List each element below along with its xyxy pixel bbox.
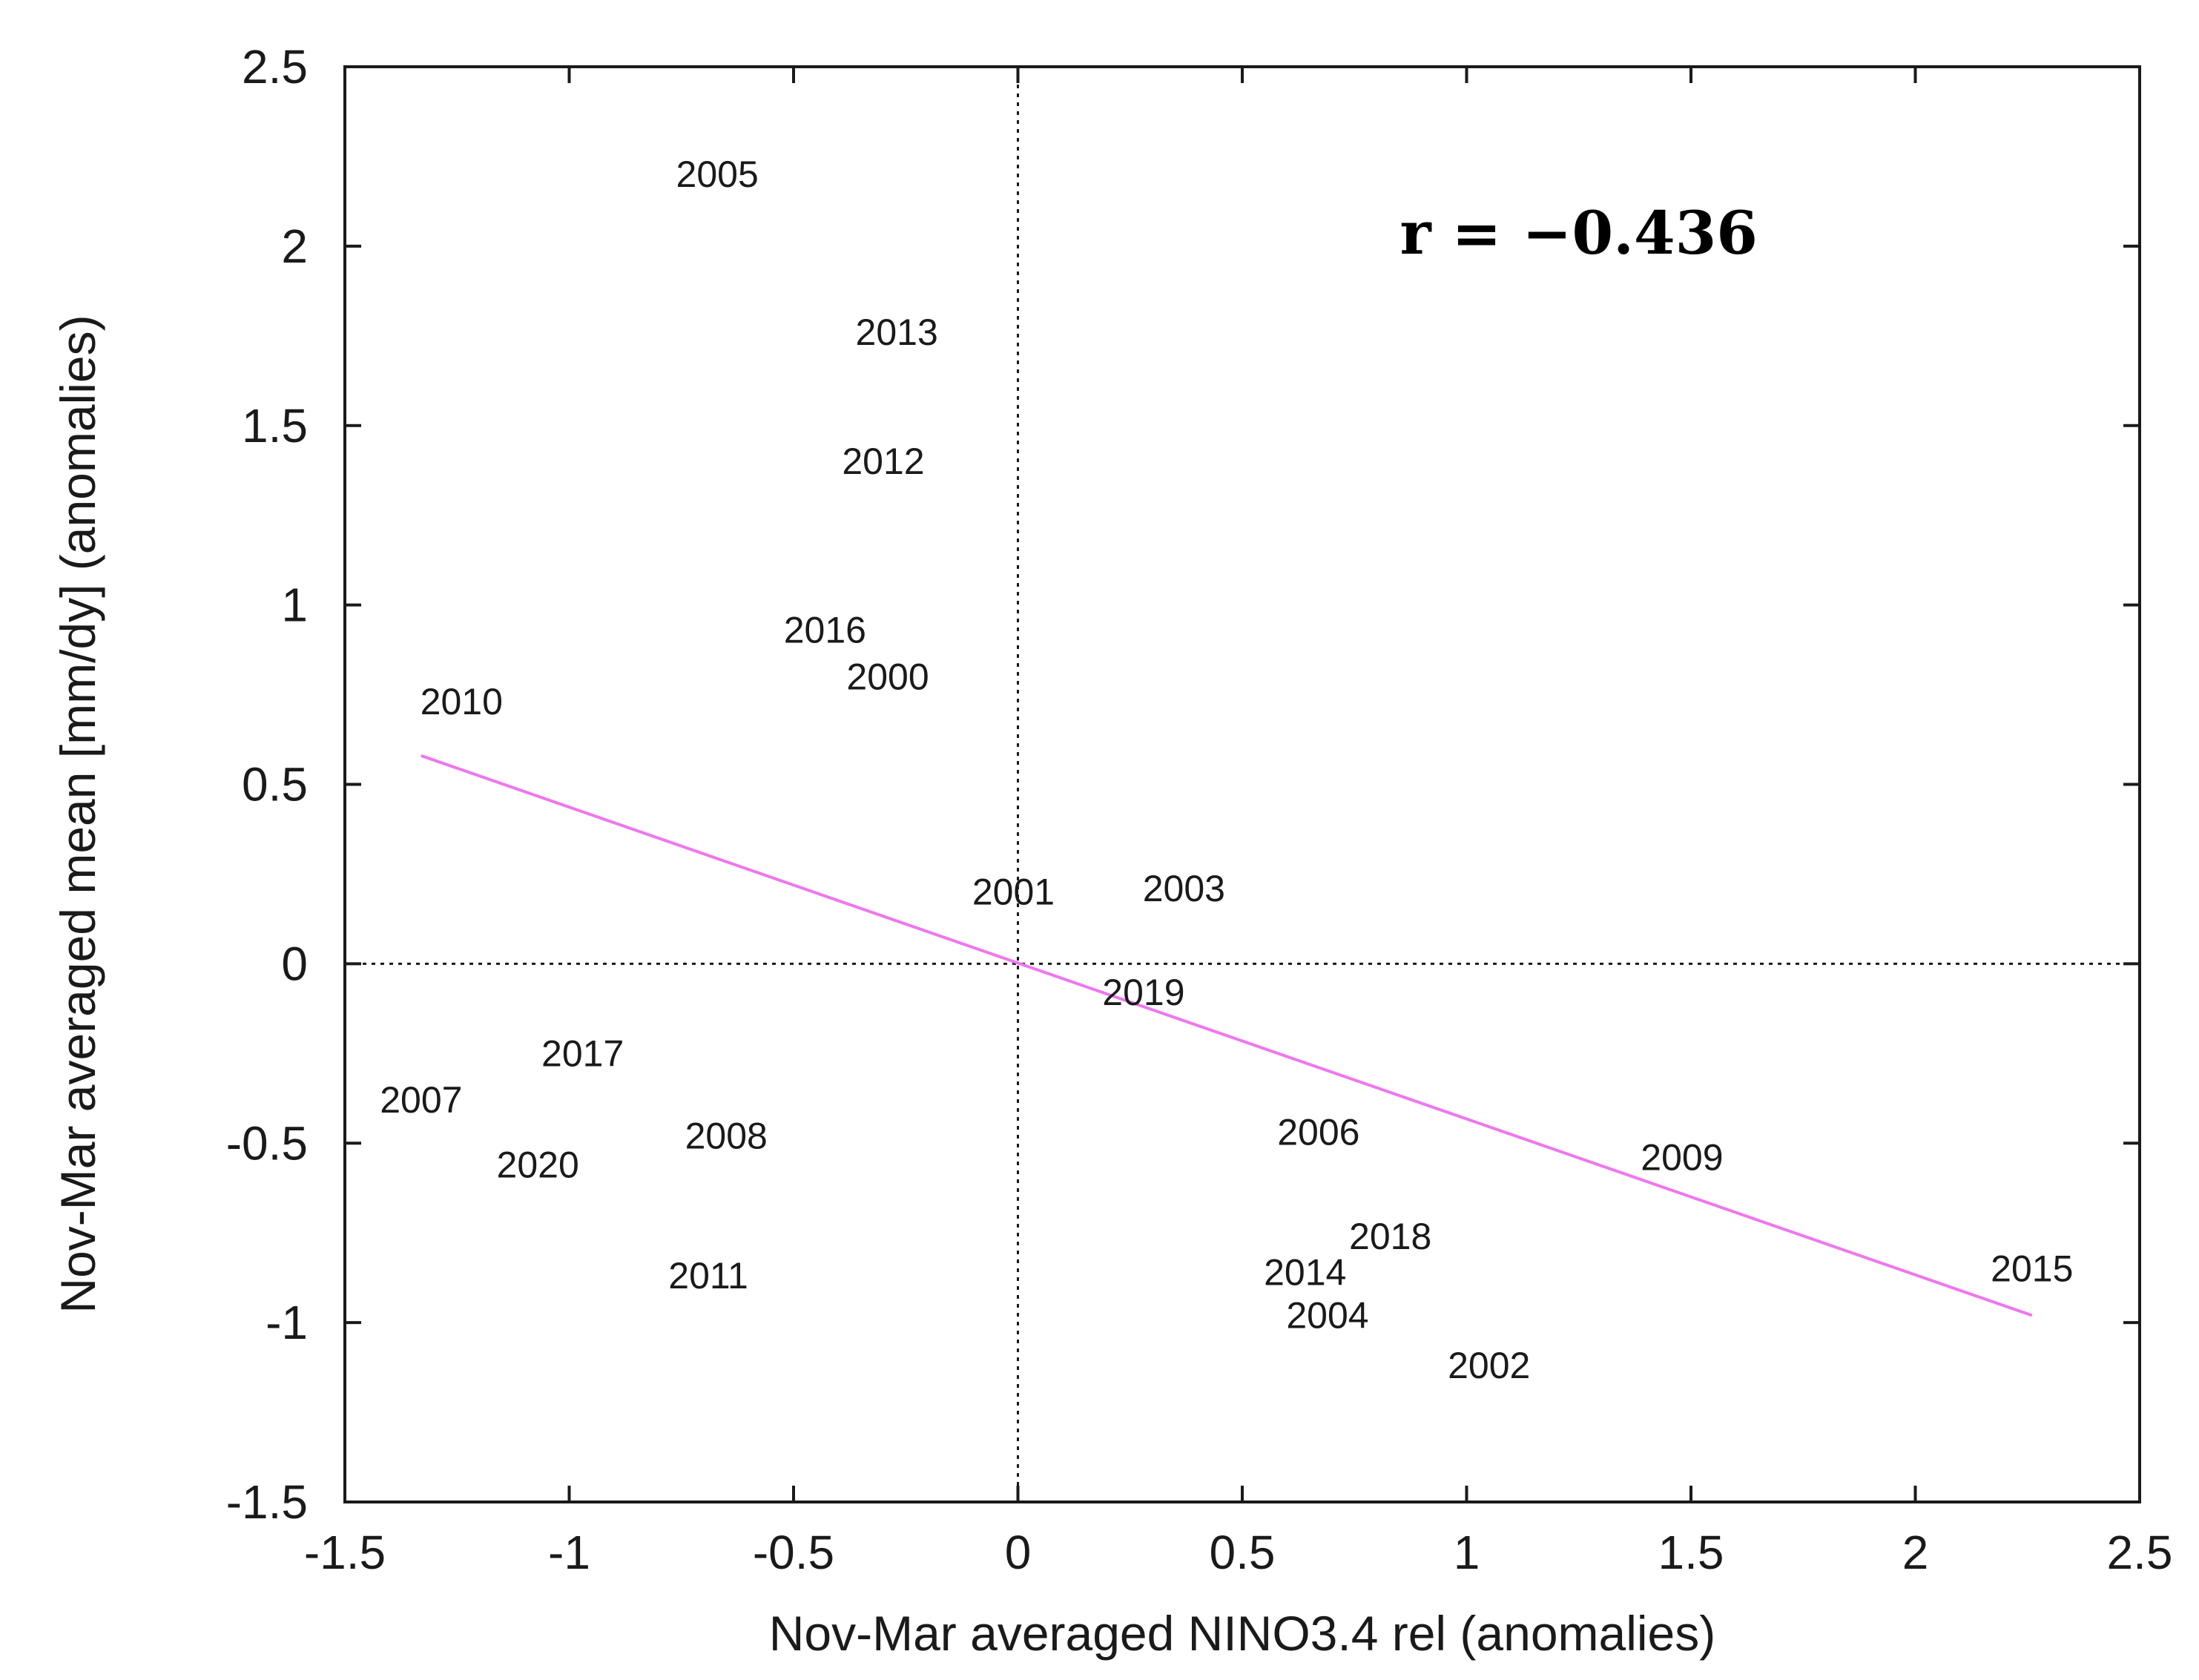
y-tick-labels: -1.5 -1 -0.5 0 0.5 1 1.5 2 2.5 <box>226 40 308 1529</box>
y-tick-label: -1.5 <box>226 1475 308 1529</box>
point-label: 2001 <box>972 872 1055 913</box>
y-tick-label: 0 <box>281 937 308 990</box>
point-label: 2011 <box>668 1255 748 1297</box>
y-tick-label: 2.5 <box>242 40 308 93</box>
point-label: 2005 <box>676 154 759 195</box>
y-tick-label: 1 <box>281 579 308 632</box>
point-label: 2015 <box>1991 1248 2073 1290</box>
x-tick-label: -1.5 <box>304 1526 386 1579</box>
year-labels: 2005 2013 2012 2016 2000 2010 2001 2003 2019 2017… <box>380 154 2073 1386</box>
point-label: 2004 <box>1286 1294 1368 1336</box>
x-axis-label: Nov-Mar averaged NINO3.4 rel (anomalies) <box>769 1606 1715 1661</box>
point-label: 2003 <box>1143 868 1225 909</box>
fit-line <box>421 754 2033 1317</box>
correlation-annotation: r = −0.436 <box>1400 198 1758 268</box>
x-tick-label: 0.5 <box>1210 1526 1276 1579</box>
axis-ticks <box>343 65 2141 1503</box>
point-label: 2020 <box>497 1144 579 1185</box>
point-label: 2017 <box>541 1032 624 1074</box>
x-tick-label: 1.5 <box>1658 1526 1724 1579</box>
point-label: 2008 <box>685 1116 768 1157</box>
fit-line-group <box>421 754 2033 1317</box>
x-tick-label: 2.5 <box>2107 1526 2173 1579</box>
y-axis-label: Nov-Mar averaged mean [mm/dy] (anomalies… <box>50 314 105 1313</box>
point-label: 2018 <box>1349 1216 1431 1257</box>
point-label: 2006 <box>1277 1112 1359 1153</box>
point-label: 2016 <box>784 609 866 650</box>
point-label: 2019 <box>1102 972 1184 1013</box>
zero-lines <box>345 67 2140 1502</box>
x-tick-label: 2 <box>1902 1526 1929 1579</box>
point-label: 2009 <box>1641 1137 1723 1179</box>
y-tick-label: -1 <box>266 1296 308 1349</box>
plot-frame <box>343 65 2141 1503</box>
point-label: 2014 <box>1264 1251 1346 1293</box>
point-label: 2013 <box>856 312 938 353</box>
point-label: 2000 <box>846 656 929 697</box>
point-label: 2010 <box>421 681 503 722</box>
x-tick-label: -0.5 <box>753 1526 834 1579</box>
y-tick-label: 0.5 <box>242 758 308 811</box>
x-tick-label: 1 <box>1454 1526 1480 1579</box>
x-tick-labels: -1.5 -1 -0.5 0 0.5 1 1.5 2 2.5 <box>304 1526 2173 1579</box>
y-tick-label: 1.5 <box>242 399 308 452</box>
x-tick-label: 0 <box>1005 1526 1032 1579</box>
y-tick-label: 2 <box>281 220 308 273</box>
y-tick-label: -0.5 <box>226 1116 308 1170</box>
point-label: 2002 <box>1448 1345 1530 1386</box>
x-tick-label: -1 <box>548 1526 590 1579</box>
point-label: 2007 <box>380 1079 462 1121</box>
point-label: 2012 <box>842 441 924 482</box>
